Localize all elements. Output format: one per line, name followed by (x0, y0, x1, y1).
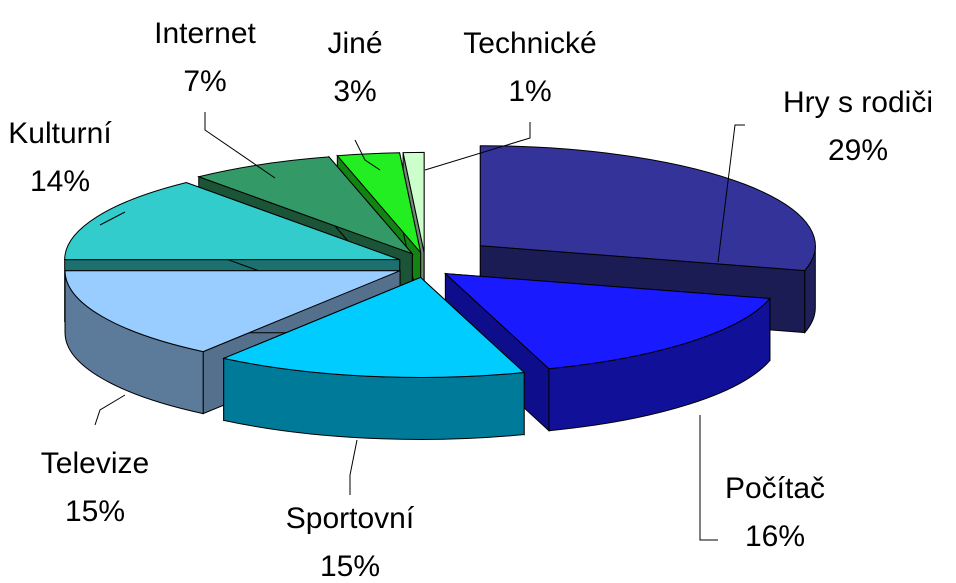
slice-label: Jiné (327, 27, 382, 60)
slice-label: Kulturní (8, 117, 112, 150)
slice-label: Hry s rodiči (783, 86, 933, 119)
slice-top (64, 182, 400, 261)
slice-top (197, 156, 414, 255)
slice-value-label: 15% (320, 550, 380, 583)
slice-label: Technické (463, 27, 596, 60)
slice-value-label: 1% (508, 75, 551, 108)
slice-label: Televize (41, 447, 149, 480)
slice-top (402, 151, 425, 253)
pie (64, 145, 816, 440)
slice-label: Sportovní (286, 502, 415, 535)
slice-top (336, 152, 422, 253)
leader-line (717, 124, 745, 263)
slice-value-label: 16% (745, 520, 805, 553)
slice-top (64, 270, 401, 353)
slice-value-label: 29% (828, 134, 888, 167)
leader-line (94, 394, 126, 426)
leader-line (424, 122, 531, 171)
leader-line (204, 112, 276, 179)
labels: Hry s rodiči 29% Počítač 16% Sportovní 15% Tel… (8, 17, 933, 583)
leader-line (349, 439, 358, 495)
leader-line (699, 415, 718, 541)
leader-line (99, 211, 126, 226)
slice-label: Počítač (725, 472, 825, 505)
slice-label: Internet (154, 17, 256, 50)
slice-top (222, 276, 526, 378)
slice (222, 276, 526, 440)
slice-value-label: 3% (333, 75, 376, 108)
slice-value-label: 7% (183, 65, 226, 98)
slice-value-label: 15% (65, 495, 125, 528)
slice-value-label: 14% (30, 165, 90, 198)
leader-line (354, 139, 381, 171)
slice-top (444, 273, 771, 370)
slice-top (479, 145, 816, 272)
